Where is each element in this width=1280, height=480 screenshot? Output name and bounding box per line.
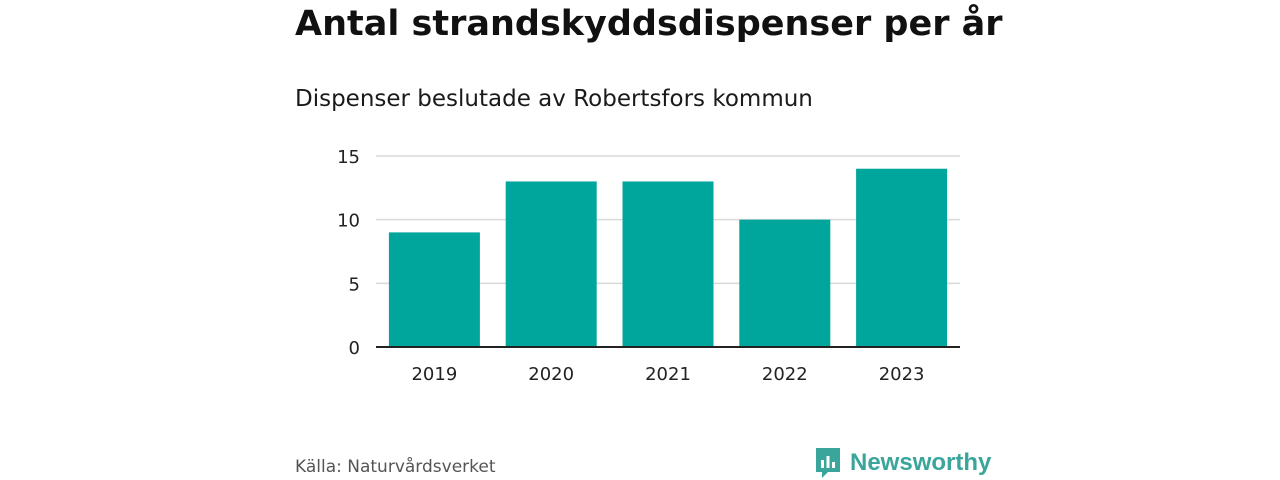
y-tick-label: 5 bbox=[349, 274, 360, 295]
brand-name: Newsworthy bbox=[850, 449, 992, 476]
newsworthy-logo-icon bbox=[816, 448, 840, 478]
chart-title: Antal strandskyddsdispenser per år bbox=[295, 4, 1003, 44]
bar-2021 bbox=[622, 181, 714, 347]
x-tick-label: 2019 bbox=[411, 364, 457, 385]
chart-subtitle: Dispenser beslutade av Robertsfors kommu… bbox=[295, 86, 813, 112]
x-tick-label: 2020 bbox=[528, 364, 574, 385]
bar-2023 bbox=[856, 168, 948, 347]
bar-2020 bbox=[505, 181, 597, 347]
source-note: Källa: Naturvårdsverket bbox=[295, 457, 496, 477]
x-tick-label: 2023 bbox=[879, 364, 925, 385]
bars bbox=[388, 168, 948, 347]
x-axis-tick-labels: 2019 2020 2021 2022 2023 bbox=[411, 364, 924, 385]
y-axis-tick-labels: 0 5 10 15 bbox=[337, 147, 360, 359]
y-tick-label: 15 bbox=[337, 147, 360, 168]
y-tick-label: 0 bbox=[349, 338, 360, 359]
x-tick-label: 2021 bbox=[645, 364, 691, 385]
y-tick-label: 10 bbox=[337, 211, 360, 232]
bar-2022 bbox=[739, 219, 831, 347]
x-tick-label: 2022 bbox=[762, 364, 808, 385]
bar-2019 bbox=[388, 232, 480, 347]
brand-logo: Newsworthy bbox=[814, 446, 991, 480]
